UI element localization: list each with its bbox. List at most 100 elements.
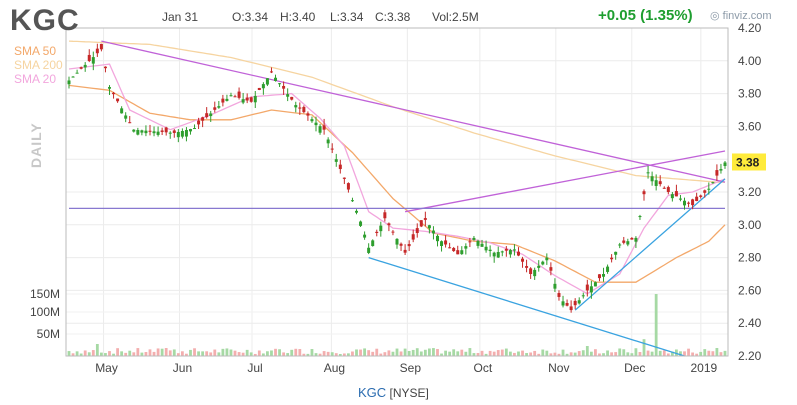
candle-body [387, 223, 391, 226]
candle-body [278, 83, 282, 85]
volume-bar [577, 351, 581, 356]
volume-bar [618, 348, 622, 356]
volume-bar [185, 353, 188, 356]
candle-body [314, 122, 318, 126]
volume-bar [290, 349, 294, 356]
candle-body [496, 252, 500, 258]
candle-body [707, 188, 711, 190]
low-price: L:3.34 [330, 10, 364, 24]
candle-body [363, 234, 367, 238]
candle-body [67, 80, 71, 85]
volume-bar [330, 352, 334, 356]
volume-bar [363, 348, 367, 356]
volume-bar [375, 348, 379, 356]
open-price: O:3.34 [232, 10, 269, 24]
candle-body [622, 240, 626, 243]
x-tick-label: Aug [324, 361, 345, 375]
candle-body [573, 300, 577, 306]
volume-bar [508, 351, 512, 356]
candle-body [350, 200, 354, 202]
volume-bar [193, 348, 196, 356]
candle-body [379, 225, 383, 232]
price-tick-label: 2.20 [738, 349, 762, 363]
candle-body [201, 117, 205, 121]
volume-bar [480, 350, 484, 356]
candle-body [626, 241, 630, 245]
price-tick-label: 2.40 [738, 316, 762, 330]
candle-body [112, 92, 116, 95]
price-tick-label: 3.80 [738, 87, 762, 101]
volume-bar [699, 351, 703, 356]
high-price: H:3.40 [280, 10, 316, 24]
candle-body [302, 106, 306, 113]
quote-date: Jan 31 [162, 10, 199, 24]
candle-body [346, 183, 350, 190]
candle-body [593, 282, 597, 287]
candle-body [650, 176, 654, 182]
volume-bar [205, 351, 209, 356]
candle-body [83, 64, 87, 68]
volume-bar [662, 350, 666, 356]
finviz-logo[interactable]: ◎ finviz.com [710, 9, 772, 22]
volume-bar [529, 352, 533, 356]
volume-bar [176, 353, 180, 356]
volume-bar [545, 350, 549, 356]
volume-bar [128, 350, 132, 356]
volume-bar [541, 349, 545, 356]
volume-bar [116, 348, 119, 356]
volume-bar [160, 348, 164, 356]
footer-symbol-link[interactable]: KGC [358, 385, 387, 400]
candle-body [265, 78, 269, 85]
volume-bar [638, 351, 642, 356]
volume-bar [274, 348, 277, 356]
volume-bar [569, 352, 573, 356]
footer-exchange: [NYSE] [389, 386, 429, 400]
candle-body [525, 266, 529, 268]
candle-body [423, 218, 427, 220]
candle-body [711, 182, 715, 184]
volume-bar [626, 352, 630, 356]
candle-body [411, 234, 415, 240]
candle-body [691, 199, 695, 206]
candle-body [512, 249, 516, 251]
trendline [404, 150, 726, 213]
candle-body [269, 71, 273, 73]
volume-bar [683, 351, 686, 356]
volume-bar [257, 350, 261, 356]
candle-body [383, 212, 387, 219]
candle-body [136, 130, 140, 135]
volume-bar [395, 348, 399, 356]
candle-body [703, 190, 707, 193]
volume-bar [318, 353, 322, 356]
candle-body [124, 115, 128, 119]
volume-bar [553, 352, 557, 356]
candle-body [553, 283, 557, 289]
volume-bar [229, 349, 233, 356]
x-tick-label: May [95, 361, 118, 375]
ticker-symbol: KGC [10, 4, 80, 37]
candle-body [282, 85, 286, 89]
candle-body [723, 162, 727, 167]
volume-bar [492, 351, 496, 356]
candle-body [237, 91, 241, 98]
candle-body [213, 107, 217, 110]
candle-body [172, 130, 176, 133]
last-price-tag [732, 153, 766, 171]
volume-bar [630, 353, 634, 356]
volume-bar [302, 353, 306, 356]
volume-bar [504, 348, 508, 356]
candle-body [662, 187, 666, 189]
price-tick-label: 2.60 [738, 283, 762, 297]
candle-body [618, 244, 622, 246]
volume-bar [306, 353, 310, 356]
volume-value: Vol:2.5M [432, 10, 479, 24]
candle-body [391, 231, 395, 233]
volume-bar [472, 353, 476, 356]
volume-bar [233, 350, 237, 356]
x-tick-label: Nov [548, 361, 569, 375]
candle-body [638, 216, 642, 218]
price-tick-label: 3.60 [738, 119, 762, 133]
volume-bar [180, 351, 184, 356]
volume-bar [646, 350, 650, 356]
